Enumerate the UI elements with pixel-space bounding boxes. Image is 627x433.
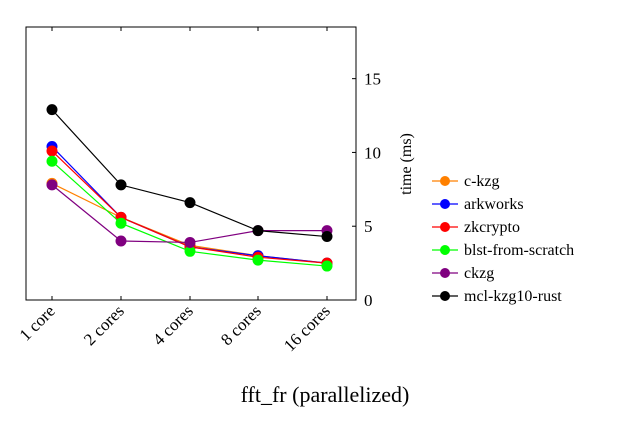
y-tick-label: 15 — [364, 70, 381, 89]
data-point — [184, 197, 196, 209]
legend-label: blst-from-scratch — [464, 242, 574, 259]
legend-item: ckzg — [432, 265, 494, 282]
legend: c-kzg arkworks zkcrypto blst-from-scratch ck… — [432, 173, 574, 305]
legend-marker — [440, 199, 450, 209]
data-point — [115, 235, 127, 247]
plot-frame — [25, 26, 357, 301]
series-line — [51, 184, 327, 244]
data-point — [46, 179, 58, 191]
x-tick-label: 1 core — [16, 301, 59, 344]
data-point — [115, 179, 127, 191]
legend-marker — [440, 176, 450, 186]
data-point — [46, 145, 58, 157]
series-layer — [46, 104, 333, 272]
legend-marker — [440, 268, 450, 278]
series-line — [51, 109, 328, 238]
series-ckzg — [46, 179, 333, 248]
legend-item: zkcrypto — [432, 219, 520, 236]
data-point — [321, 231, 333, 243]
data-point — [115, 217, 127, 229]
legend-marker — [440, 222, 450, 232]
legend-marker — [440, 291, 450, 301]
legend-item: c-kzg — [432, 173, 500, 190]
x-tick-label: 8 cores — [217, 301, 265, 349]
x-axis: 1 core 2 cores 4 cores 8 cores 16 cores — [16, 27, 334, 355]
legend-item: blst-from-scratch — [432, 242, 574, 259]
legend-label: zkcrypto — [464, 219, 520, 236]
y-tick-label: 5 — [364, 217, 373, 236]
data-point — [184, 236, 196, 248]
x-tick-label: 2 cores — [80, 301, 128, 349]
legend-marker — [440, 245, 450, 255]
legend-label: mcl-kzg10-rust — [464, 288, 562, 305]
y-axis: 0 5 10 15 — [352, 70, 381, 310]
legend-item: mcl-kzg10-rust — [432, 288, 562, 305]
legend-label: c-kzg — [464, 173, 500, 190]
y-axis-title: time (ms) — [398, 133, 415, 195]
legend-label: arkworks — [464, 196, 524, 213]
y-tick-label: 0 — [364, 291, 373, 310]
x-tick-label: 4 cores — [149, 301, 197, 349]
data-point — [252, 225, 264, 237]
series-blst-from-scratch — [46, 155, 333, 272]
y-tick-label: 10 — [364, 143, 381, 162]
chart-title: fft_fr (parallelized) — [241, 382, 410, 407]
data-point — [46, 155, 58, 167]
data-point — [252, 254, 264, 266]
legend-item: arkworks — [432, 196, 524, 213]
legend-label: ckzg — [464, 265, 494, 282]
series-mcl-kzg10-rust — [46, 104, 333, 243]
x-tick-label: 16 cores — [280, 301, 334, 355]
data-point — [46, 104, 58, 116]
data-point — [321, 260, 333, 272]
